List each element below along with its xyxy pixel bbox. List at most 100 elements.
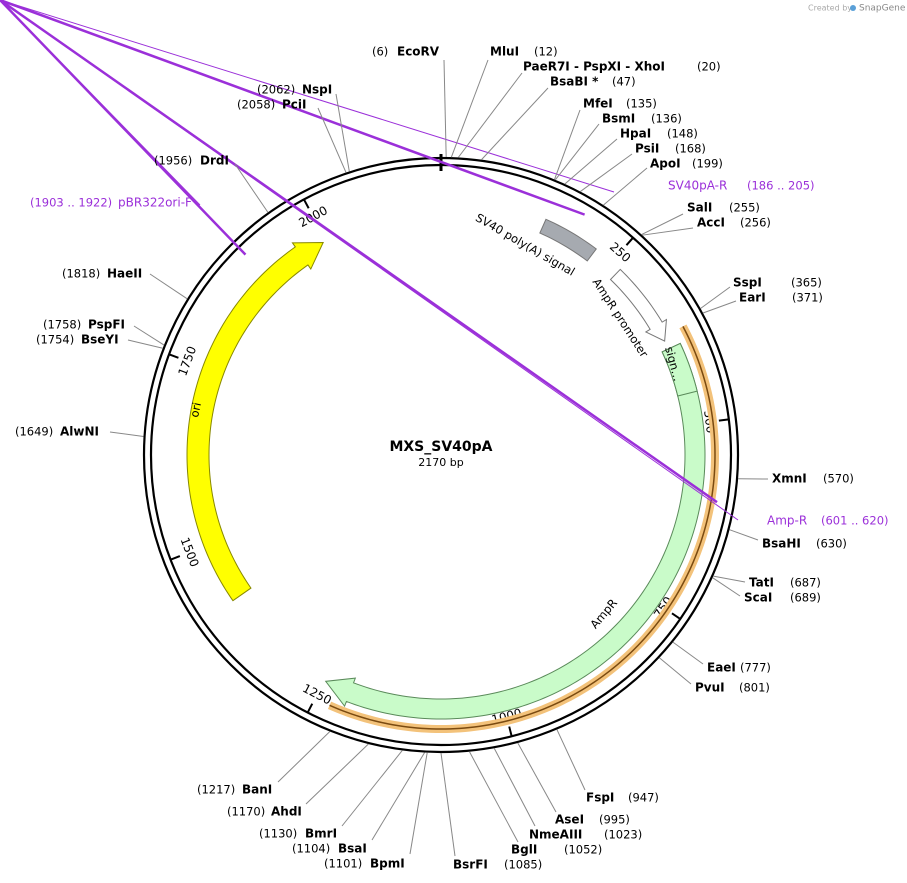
site-position: (1052) — [564, 843, 602, 857]
feature-ampr — [324, 342, 706, 720]
plasmid-size: 2170 bp — [418, 456, 463, 469]
tick-mark — [303, 198, 310, 209]
site-position: (199) — [692, 157, 723, 171]
site-lead — [659, 657, 692, 685]
primer-name: SV40pA-R — [668, 179, 727, 193]
site-position: (1101) — [324, 857, 362, 871]
site-position: (1104) — [292, 842, 330, 856]
site-lead — [440, 752, 456, 857]
site-name: XmnI — [772, 472, 807, 486]
site-position: (47) — [612, 75, 636, 89]
tick-label: 1750 — [175, 344, 199, 378]
site-position: (1956) — [154, 154, 192, 168]
site-position: (1217) — [197, 783, 235, 797]
site-lead — [409, 752, 428, 855]
plasmid-name: MXS_SV40pA — [389, 439, 492, 455]
primer-range: (601 .. 620) — [821, 514, 889, 528]
site-position: (6) — [372, 45, 388, 59]
site-lead — [457, 72, 523, 158]
tick-mark — [306, 703, 314, 713]
site-lead — [517, 742, 557, 813]
primer-lead — [0, 0, 201, 206]
site-lead — [133, 325, 165, 346]
tick-mark — [508, 726, 513, 737]
site-position: (20) — [697, 60, 721, 74]
site-name: SalI — [687, 201, 712, 215]
site-name: AccI — [697, 216, 725, 230]
site-lead — [317, 107, 347, 173]
site-name: SspI — [733, 276, 762, 290]
site-name: BsaI — [338, 842, 367, 856]
feature-highlight — [327, 324, 720, 734]
tick-label: 1500 — [178, 535, 202, 569]
site-name: DrdI — [200, 154, 229, 168]
site-position: (947) — [628, 791, 659, 805]
site-lead — [109, 431, 144, 437]
site-position: (168) — [675, 142, 706, 156]
site-name: BsaBI * — [550, 75, 599, 89]
site-lead — [443, 59, 447, 158]
site-position: (365) — [791, 276, 822, 290]
site-lead — [672, 641, 704, 665]
site-name: EarI — [739, 291, 766, 305]
tick-label: 2000 — [296, 203, 330, 230]
site-position: (255) — [729, 201, 760, 215]
site-lead — [305, 743, 369, 805]
site-position: (2058) — [237, 98, 275, 112]
site-lead — [481, 87, 549, 161]
site-name: MluI — [490, 45, 519, 59]
site-lead — [554, 109, 581, 180]
site-name: PvuI — [695, 681, 725, 695]
site-name: NmeAIII — [529, 828, 582, 842]
inner-ring — [149, 163, 733, 747]
site-name: MfeI — [583, 97, 613, 111]
site-position: (256) — [740, 216, 771, 230]
site-name: PciI — [282, 98, 307, 112]
site-position: (371) — [792, 291, 823, 305]
site-position: (801) — [739, 681, 770, 695]
site-lead — [700, 286, 731, 309]
site-position: (2062) — [257, 83, 295, 97]
site-name: PaeR7I - PspXI - XhoI — [523, 60, 665, 74]
site-name: PspFI — [88, 318, 125, 332]
site-lead — [371, 752, 426, 841]
site-name: BmrI — [305, 827, 337, 841]
site-position: (687) — [790, 576, 821, 590]
site-lead — [713, 575, 746, 583]
site-name: HpaI — [620, 127, 651, 141]
created-by: Created by — [808, 4, 852, 13]
site-name: BsaHI — [762, 537, 801, 551]
site-name: BpmI — [370, 857, 405, 871]
primer-mark — [0, 0, 586, 216]
site-name: BanI — [242, 783, 272, 797]
site-lead — [729, 529, 759, 541]
site-name: AlwNI — [60, 425, 99, 439]
site-name: PsiI — [635, 142, 659, 156]
site-name: ApoI — [650, 157, 681, 171]
site-position: (1130) — [259, 827, 297, 841]
site-name: HaeII — [107, 267, 142, 281]
site-lead — [493, 747, 536, 827]
feature-label: ori — [187, 401, 204, 419]
site-position: (995) — [599, 813, 630, 827]
site-position: (1085) — [504, 858, 542, 872]
site-position: (777) — [740, 661, 771, 675]
tick-mark — [671, 612, 681, 620]
site-lead — [450, 59, 489, 158]
primer-range: (186 .. 205) — [747, 179, 815, 193]
tick-mark — [168, 353, 179, 359]
site-position: (630) — [816, 537, 847, 551]
site-position: (136) — [651, 112, 682, 126]
site-position: (1023) — [604, 828, 642, 842]
site-lead — [468, 751, 519, 843]
site-name: ScaI — [744, 591, 772, 605]
site-position: (1754) — [36, 333, 74, 347]
site-lead — [641, 213, 684, 236]
feature-ori — [186, 241, 324, 602]
site-position: (1649) — [15, 425, 53, 439]
primer-name: pBR322ori-F — [118, 196, 192, 210]
site-position: (12) — [534, 45, 558, 59]
site-name: BglI — [511, 843, 537, 857]
site-position: (1818) — [62, 267, 100, 281]
brand: SnapGene — [859, 4, 906, 14]
